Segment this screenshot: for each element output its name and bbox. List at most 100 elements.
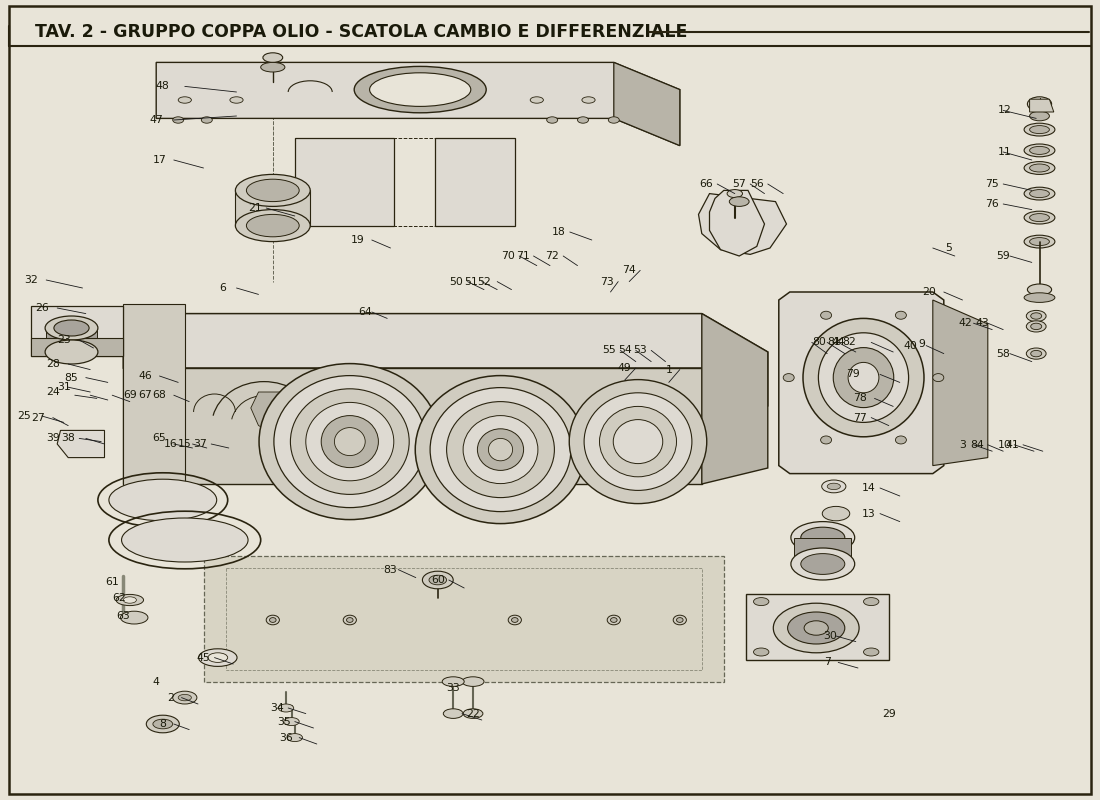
Text: 66: 66 [700,179,713,189]
Ellipse shape [235,174,310,206]
Polygon shape [779,292,944,474]
Text: 68: 68 [153,390,166,400]
Text: 85: 85 [65,373,78,382]
Text: 45: 45 [197,653,210,662]
Ellipse shape [607,615,620,625]
Ellipse shape [370,73,471,106]
Text: 11: 11 [998,147,1011,157]
Ellipse shape [278,704,294,712]
Ellipse shape [1031,323,1042,330]
Text: 54: 54 [618,346,631,355]
Ellipse shape [791,548,855,580]
Ellipse shape [131,322,155,334]
Ellipse shape [848,362,879,393]
Text: 42: 42 [959,318,972,328]
Polygon shape [614,62,680,146]
Ellipse shape [447,402,554,498]
Text: 43: 43 [976,318,989,328]
Text: 36: 36 [279,733,293,742]
Ellipse shape [284,718,299,726]
Text: 37: 37 [194,439,207,449]
Ellipse shape [508,615,521,625]
Polygon shape [235,190,310,226]
Ellipse shape [45,340,98,364]
Text: TAV. 2 - GRUPPO COPPA OLIO - SCATOLA CAMBIO E DIFFERENZIALE: TAV. 2 - GRUPPO COPPA OLIO - SCATOLA CAM… [35,23,688,41]
Polygon shape [204,556,724,682]
Text: 29: 29 [882,709,895,718]
Ellipse shape [270,618,276,622]
Ellipse shape [208,653,228,662]
Text: 20: 20 [923,287,936,297]
Text: 39: 39 [46,434,59,443]
Ellipse shape [443,709,463,718]
Ellipse shape [199,649,238,666]
Text: 62: 62 [112,594,125,603]
Text: 4: 4 [153,677,159,686]
Ellipse shape [1024,123,1055,136]
Text: 61: 61 [106,578,119,587]
Ellipse shape [131,370,155,382]
Ellipse shape [788,612,845,644]
Text: 14: 14 [862,483,876,493]
Text: 3: 3 [959,440,966,450]
Text: 77: 77 [854,413,867,422]
Ellipse shape [131,458,155,470]
Text: 49: 49 [618,363,631,373]
Text: 25: 25 [18,411,31,421]
Ellipse shape [201,117,212,123]
Text: 35: 35 [277,717,290,726]
Ellipse shape [1030,146,1049,154]
Text: 2: 2 [167,693,174,702]
Ellipse shape [346,618,353,622]
Polygon shape [710,190,764,256]
Text: 53: 53 [634,346,647,355]
Ellipse shape [1024,211,1055,224]
Ellipse shape [442,677,464,686]
Ellipse shape [290,389,409,494]
Ellipse shape [45,316,98,340]
Ellipse shape [1024,293,1055,302]
Text: 76: 76 [986,199,999,209]
Ellipse shape [178,97,191,103]
Text: 28: 28 [46,359,59,369]
Ellipse shape [608,117,619,123]
Ellipse shape [122,518,249,562]
Ellipse shape [821,436,832,444]
Ellipse shape [287,734,303,742]
Ellipse shape [334,427,365,455]
Text: 38: 38 [62,434,75,443]
Ellipse shape [584,393,692,490]
Ellipse shape [1030,164,1049,172]
Ellipse shape [822,480,846,493]
Text: 51: 51 [464,277,477,286]
Text: 34: 34 [271,703,284,713]
Polygon shape [746,594,889,660]
Ellipse shape [1026,321,1046,332]
Ellipse shape [1031,313,1042,319]
Ellipse shape [1026,310,1046,322]
Text: 72: 72 [546,251,559,261]
Text: 22: 22 [466,709,480,718]
Text: 69: 69 [123,390,136,400]
Ellipse shape [1030,190,1049,198]
Ellipse shape [246,179,299,202]
Ellipse shape [933,374,944,382]
Ellipse shape [512,618,518,622]
Ellipse shape [477,429,524,470]
Ellipse shape [801,554,845,574]
Text: 56: 56 [750,179,763,189]
Ellipse shape [246,214,299,237]
Ellipse shape [462,677,484,686]
Text: 40: 40 [904,341,917,350]
Text: 27: 27 [32,413,45,422]
Polygon shape [123,304,185,496]
Ellipse shape [804,621,828,635]
Text: 48: 48 [156,82,169,91]
Ellipse shape [823,506,849,521]
Text: 6: 6 [219,283,225,293]
Ellipse shape [136,460,150,467]
Text: 19: 19 [351,235,364,245]
Ellipse shape [791,522,855,554]
Text: 82: 82 [843,338,856,347]
Text: 80: 80 [813,338,826,347]
